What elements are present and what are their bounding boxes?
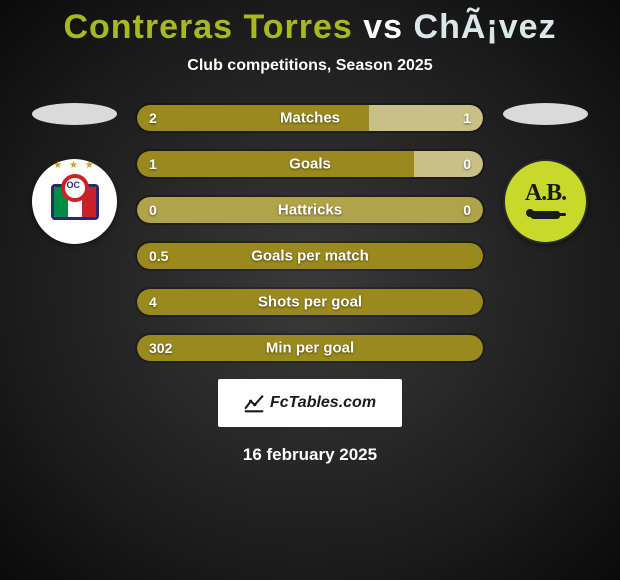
- stat-label: Goals: [289, 156, 331, 173]
- crest-column-right: A.B.: [503, 103, 588, 244]
- stat-row: Min per goal 302: [135, 333, 485, 363]
- title-player-b: ChÃ¡vez: [414, 8, 557, 46]
- crest-a-ring-icon: [61, 174, 89, 202]
- footer-brand-badge: FcTables.com: [218, 379, 402, 427]
- footer-brand-text: FcTables.com: [270, 394, 376, 412]
- stat-label: Matches: [280, 110, 340, 127]
- stat-value-b: 0: [463, 202, 471, 218]
- stat-value-a: 0.5: [149, 248, 168, 264]
- stat-row: Goals per match 0.5: [135, 241, 485, 271]
- footer-date: 16 february 2025: [243, 445, 377, 465]
- stat-value-a: 0: [149, 202, 157, 218]
- stat-value-b: 1: [463, 110, 471, 126]
- stat-label: Min per goal: [266, 340, 354, 357]
- comparison-infographic: Contreras Torres vs ChÃ¡vez Club competi…: [0, 0, 620, 465]
- stat-row: Matches 2 1: [135, 103, 485, 133]
- stat-row: Shots per goal 4: [135, 287, 485, 317]
- stat-value-a: 1: [149, 156, 157, 172]
- crest-b-panther-icon: [526, 209, 566, 223]
- club-crest-b: A.B.: [503, 159, 588, 244]
- club-crest-a: ★ ★ ★: [32, 159, 117, 244]
- stat-value-a: 2: [149, 110, 157, 126]
- stat-value-a: 302: [149, 340, 172, 356]
- crest-a-stars: ★ ★ ★: [49, 160, 101, 171]
- stat-label: Hattricks: [278, 202, 342, 219]
- page-title: Contreras Torres vs ChÃ¡vez: [63, 8, 556, 47]
- stat-row: Goals 1 0: [135, 149, 485, 179]
- stat-bar-left: [137, 151, 414, 177]
- stat-label: Goals per match: [251, 248, 369, 265]
- stat-value-a: 4: [149, 294, 157, 310]
- title-player-a: Contreras Torres: [63, 8, 352, 46]
- shadow-ellipse-right: [503, 103, 588, 125]
- stat-bars: Matches 2 1 Goals 1 0 Hattricks 0 0 Goals per mat…: [135, 103, 485, 363]
- crest-column-left: ★ ★ ★: [32, 103, 117, 244]
- shadow-ellipse-left: [32, 103, 117, 125]
- stat-value-b: 0: [463, 156, 471, 172]
- stat-bar-right: [414, 151, 483, 177]
- chart-area: ★ ★ ★ Matches 2 1 Goals 1 0 Hattricks 0 0 Goals p…: [0, 103, 620, 363]
- stat-label: Shots per goal: [258, 294, 362, 311]
- stat-row: Hattricks 0 0: [135, 195, 485, 225]
- subtitle: Club competitions, Season 2025: [187, 57, 432, 75]
- title-vs: vs: [363, 8, 403, 46]
- fctables-chart-icon: [244, 393, 264, 413]
- crest-b-text: A.B.: [525, 180, 566, 207]
